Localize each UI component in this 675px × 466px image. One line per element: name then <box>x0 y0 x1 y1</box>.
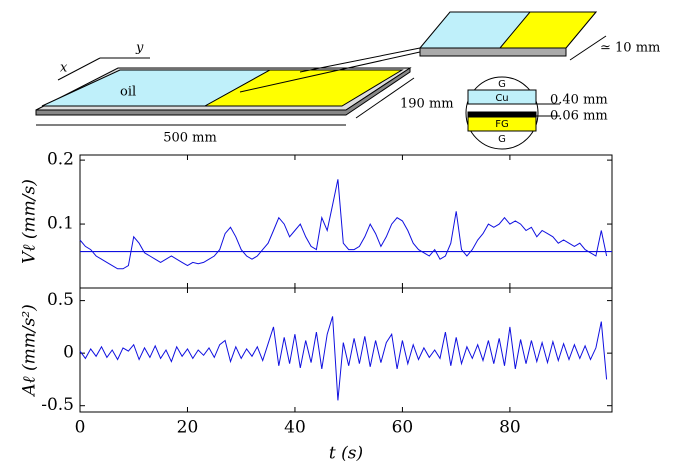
thickness-label: 0.40 mm <box>550 93 608 108</box>
y-axis-label: Vℓ (mm/s) <box>20 179 40 264</box>
y-tick-label: 0.5 <box>47 290 74 310</box>
y-axis-label: Aℓ (mm/s²) <box>20 304 40 398</box>
length-label: 500 mm <box>163 131 217 146</box>
y-tick-label: 0.1 <box>47 214 74 234</box>
layer-label: G <box>498 134 506 145</box>
width-arrow <box>355 77 415 119</box>
panel-frame <box>79 154 613 289</box>
slab-edge <box>35 67 411 116</box>
x-axis-label: t (s) <box>329 444 363 464</box>
gold-region <box>203 69 404 107</box>
data-line <box>79 179 608 270</box>
x-arrow <box>57 57 101 81</box>
data-line <box>79 316 608 401</box>
metal-layer <box>467 111 537 117</box>
fluid-label: oil <box>120 85 136 100</box>
cu-layer <box>467 89 537 105</box>
width-label: 190 mm <box>400 97 454 112</box>
x-tick-label: 40 <box>284 418 306 438</box>
x-axis-symbol: x <box>60 61 68 76</box>
y-axis-symbol: y <box>135 41 144 56</box>
y-tick-label: 0 <box>63 343 74 363</box>
layer-label: G <box>498 79 506 90</box>
zoom-edge <box>419 47 567 57</box>
thickness-label: 0.06 mm <box>550 109 608 124</box>
y-tick-label: 0.2 <box>47 150 74 170</box>
panel-frame <box>79 287 613 413</box>
x-tick-label: 0 <box>75 418 86 438</box>
x-tick-label: 60 <box>392 418 414 438</box>
y-tick-label: -0.5 <box>41 395 74 415</box>
fg-layer <box>467 116 537 132</box>
x-tick-label: 20 <box>177 418 199 438</box>
zoom-label: ≃ 10 mm <box>600 41 660 56</box>
schematic <box>35 11 607 150</box>
zoom-arrow <box>569 35 607 61</box>
layer-label: FG <box>495 119 509 130</box>
zoom-line <box>299 47 421 73</box>
x-tick-label: 80 <box>499 418 521 438</box>
zoom-line <box>239 51 421 93</box>
layer-label: Cu <box>495 93 508 104</box>
